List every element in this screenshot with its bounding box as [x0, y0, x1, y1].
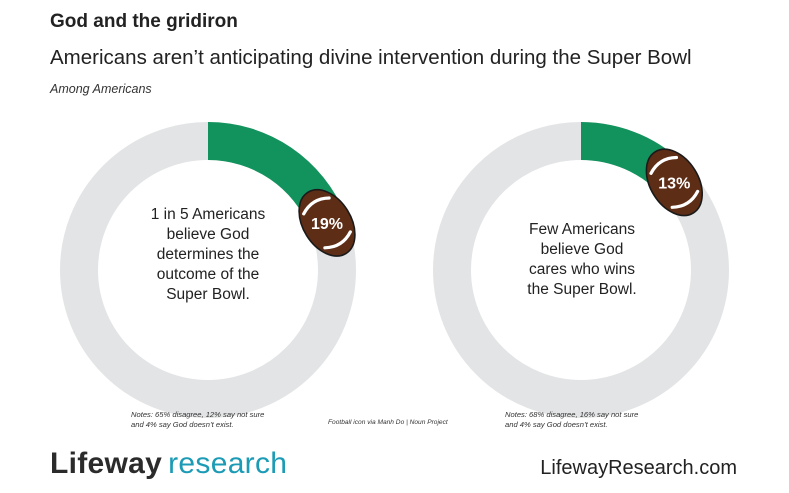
donut-2-center-line: cares who wins [529, 261, 635, 278]
donut-2-center-text: Few Americans believe God cares who wins… [502, 220, 662, 300]
donut-1-center-line: outcome of the [156, 266, 260, 283]
lifeway-research-logo: Lifeway research [50, 447, 287, 481]
donut-1-center-line: determines the [156, 246, 260, 263]
note-line: and 4% say God doesn’t exist. [131, 420, 234, 429]
donut-2-center-line: believe God [540, 241, 624, 258]
website-url[interactable]: LifewayResearch.com [540, 457, 737, 479]
note-line: Notes: 68% disagree, 16% say not sure [505, 410, 639, 419]
donut-2-center-line: Few Americans [529, 221, 635, 238]
donut-1-center-line: Super Bowl. [166, 286, 250, 303]
donut-value-label: 19% [311, 216, 343, 233]
donut-1-center-line: believe God [166, 226, 250, 243]
donut-value-label: 13% [658, 175, 690, 192]
logo-brand: Lifeway [50, 447, 163, 480]
chart-subtitle: Americans aren’t anticipating divine int… [50, 46, 692, 69]
logo-suffix: research [168, 447, 288, 480]
donut-chart-1: 19% [60, 122, 356, 418]
population-label: Among Americans [50, 82, 152, 96]
donut-2-center-line: the Super Bowl. [527, 281, 637, 298]
football-icon [298, 189, 356, 257]
donut-2-notes: Notes: 68% disagree, 16% say not sure an… [505, 410, 638, 430]
donut-1-notes: Notes: 65% disagree, 12% say not sure an… [131, 410, 264, 430]
chart-title: God and the gridiron [50, 11, 238, 32]
icon-credit: Football icon via Manh Do | Noun Project [328, 419, 448, 426]
donut-chart-2: 13% [433, 122, 729, 418]
donut-1-center-line: 1 in 5 Americans [150, 206, 266, 223]
donut-1-center-text: 1 in 5 Americans believe God determines … [128, 205, 288, 305]
football-icon [645, 148, 704, 217]
note-line: Notes: 65% disagree, 12% say not sure [131, 410, 265, 419]
note-line: and 4% say God doesn’t exist. [505, 420, 608, 429]
